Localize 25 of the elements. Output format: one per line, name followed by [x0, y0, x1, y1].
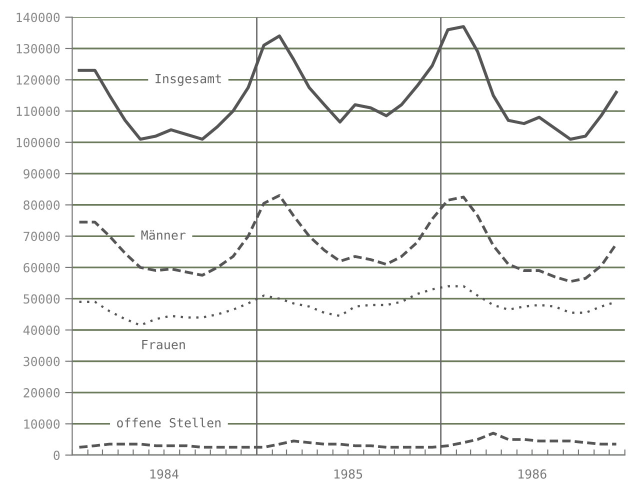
x-tick-label: 1986	[518, 469, 546, 479]
y-tick-label: 110000	[16, 106, 60, 116]
x-tick-label: 1984	[150, 469, 178, 479]
series-label: Insgesamt	[156, 74, 221, 86]
y-tick-label: 100000	[16, 138, 60, 148]
y-tick-label: 20000	[24, 388, 60, 398]
line-series	[78, 25, 618, 141]
y-tick-label: 140000	[16, 12, 60, 22]
line-series	[78, 432, 618, 449]
y-tick-label: 120000	[16, 75, 60, 85]
series-label: Männer	[141, 230, 186, 240]
y-tick-label: 50000	[24, 294, 60, 304]
y-tick-label: 80000	[24, 200, 60, 210]
line-series	[78, 194, 618, 283]
series-label: Frauen	[142, 340, 185, 350]
y-tick-label: 90000	[24, 169, 60, 179]
y-tick-label: 60000	[24, 262, 60, 272]
y-tick-label: 30000	[24, 356, 60, 366]
x-tick-label: 1985	[334, 469, 362, 479]
y-tick-label: 40000	[23, 325, 60, 335]
y-tick-label: 70000	[24, 232, 60, 242]
y-tick-label: 130000	[16, 44, 60, 54]
y-tick-label: 10000	[24, 419, 60, 429]
series-label: offene Stellen	[117, 418, 220, 428]
y-tick-label: 0	[54, 450, 60, 460]
